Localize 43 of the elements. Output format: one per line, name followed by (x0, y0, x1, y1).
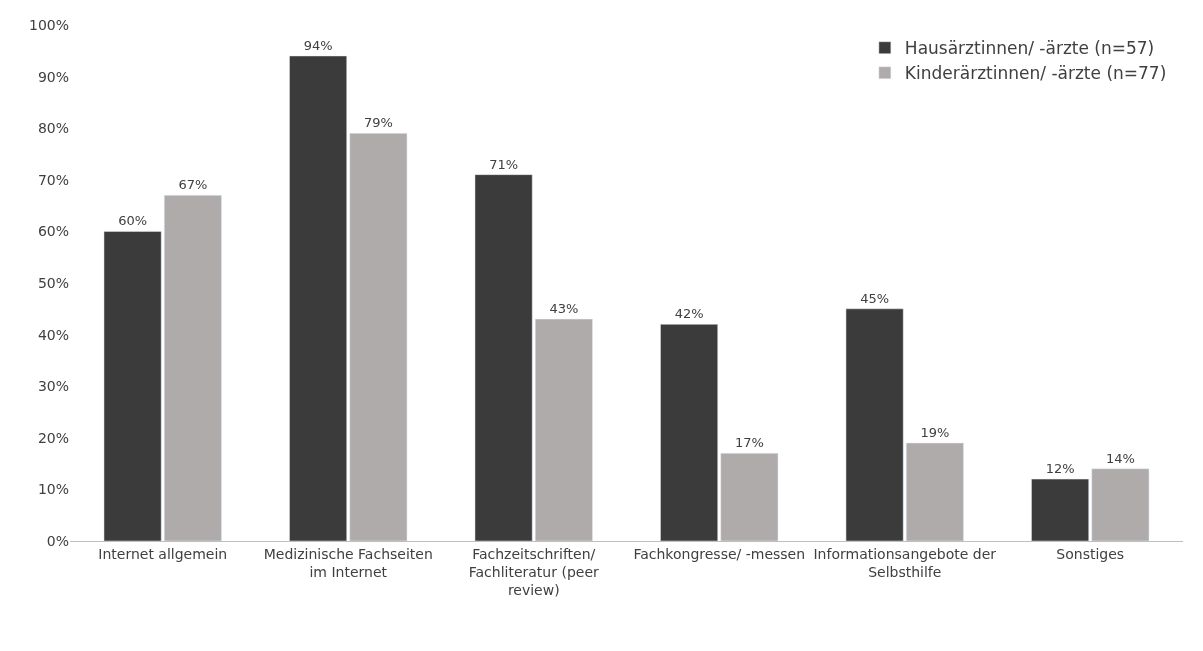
data-label: 12% (1045, 461, 1075, 477)
data-label: 71% (489, 156, 519, 172)
data-label: 14% (1105, 450, 1135, 466)
x-tick-label: Medizinische Fachseiten im Internet (263, 545, 433, 580)
bar (906, 442, 964, 541)
bar (720, 453, 779, 541)
data-label: 17% (734, 435, 764, 451)
y-tick-label: 80% (37, 120, 69, 137)
bar (164, 195, 222, 541)
x-tick-label: Fachzeitschriften/ Fachliteratur (peer review) (468, 545, 599, 599)
data-label: 42% (674, 306, 704, 322)
bar (535, 318, 593, 541)
data-label: 45% (860, 290, 890, 306)
x-tick-label: Fachkongresse/ -messen (633, 545, 806, 562)
y-tick-label: 0% (46, 532, 69, 549)
y-tick-label: 40% (37, 326, 69, 343)
y-tick-label: 10% (37, 481, 69, 498)
data-label: 79% (363, 115, 393, 131)
bar (660, 324, 718, 541)
bar (474, 174, 533, 541)
y-tick-label: 70% (37, 171, 69, 188)
y-tick-label: 90% (37, 68, 69, 85)
bar (349, 133, 408, 541)
bar (1091, 468, 1150, 541)
data-label: 43% (549, 301, 579, 317)
bar (1031, 478, 1089, 541)
data-label: 67% (178, 177, 208, 193)
legend-label: Hausärztinnen/ -ärzte (n=57) (904, 38, 1155, 59)
bar (289, 55, 347, 541)
y-tick-label: 30% (37, 378, 69, 395)
data-label: 19% (920, 424, 950, 440)
bar (845, 308, 904, 541)
y-tick-label: 20% (37, 429, 69, 446)
data-label: 94% (303, 37, 333, 53)
data-label: 60% (118, 213, 148, 229)
x-tick-label: Internet allgemein (98, 545, 228, 562)
y-tick-label: 50% (37, 274, 69, 291)
x-tick-label: Informationsangebote der Selbsthilfe (813, 545, 997, 580)
y-tick-label: 100% (28, 16, 69, 33)
legend-label: Kinderärztinnen/ -ärzte (n=77) (904, 63, 1167, 84)
y-tick-label: 60% (37, 223, 69, 240)
x-tick-label: Sonstiges (1056, 545, 1125, 562)
bar (103, 231, 162, 541)
